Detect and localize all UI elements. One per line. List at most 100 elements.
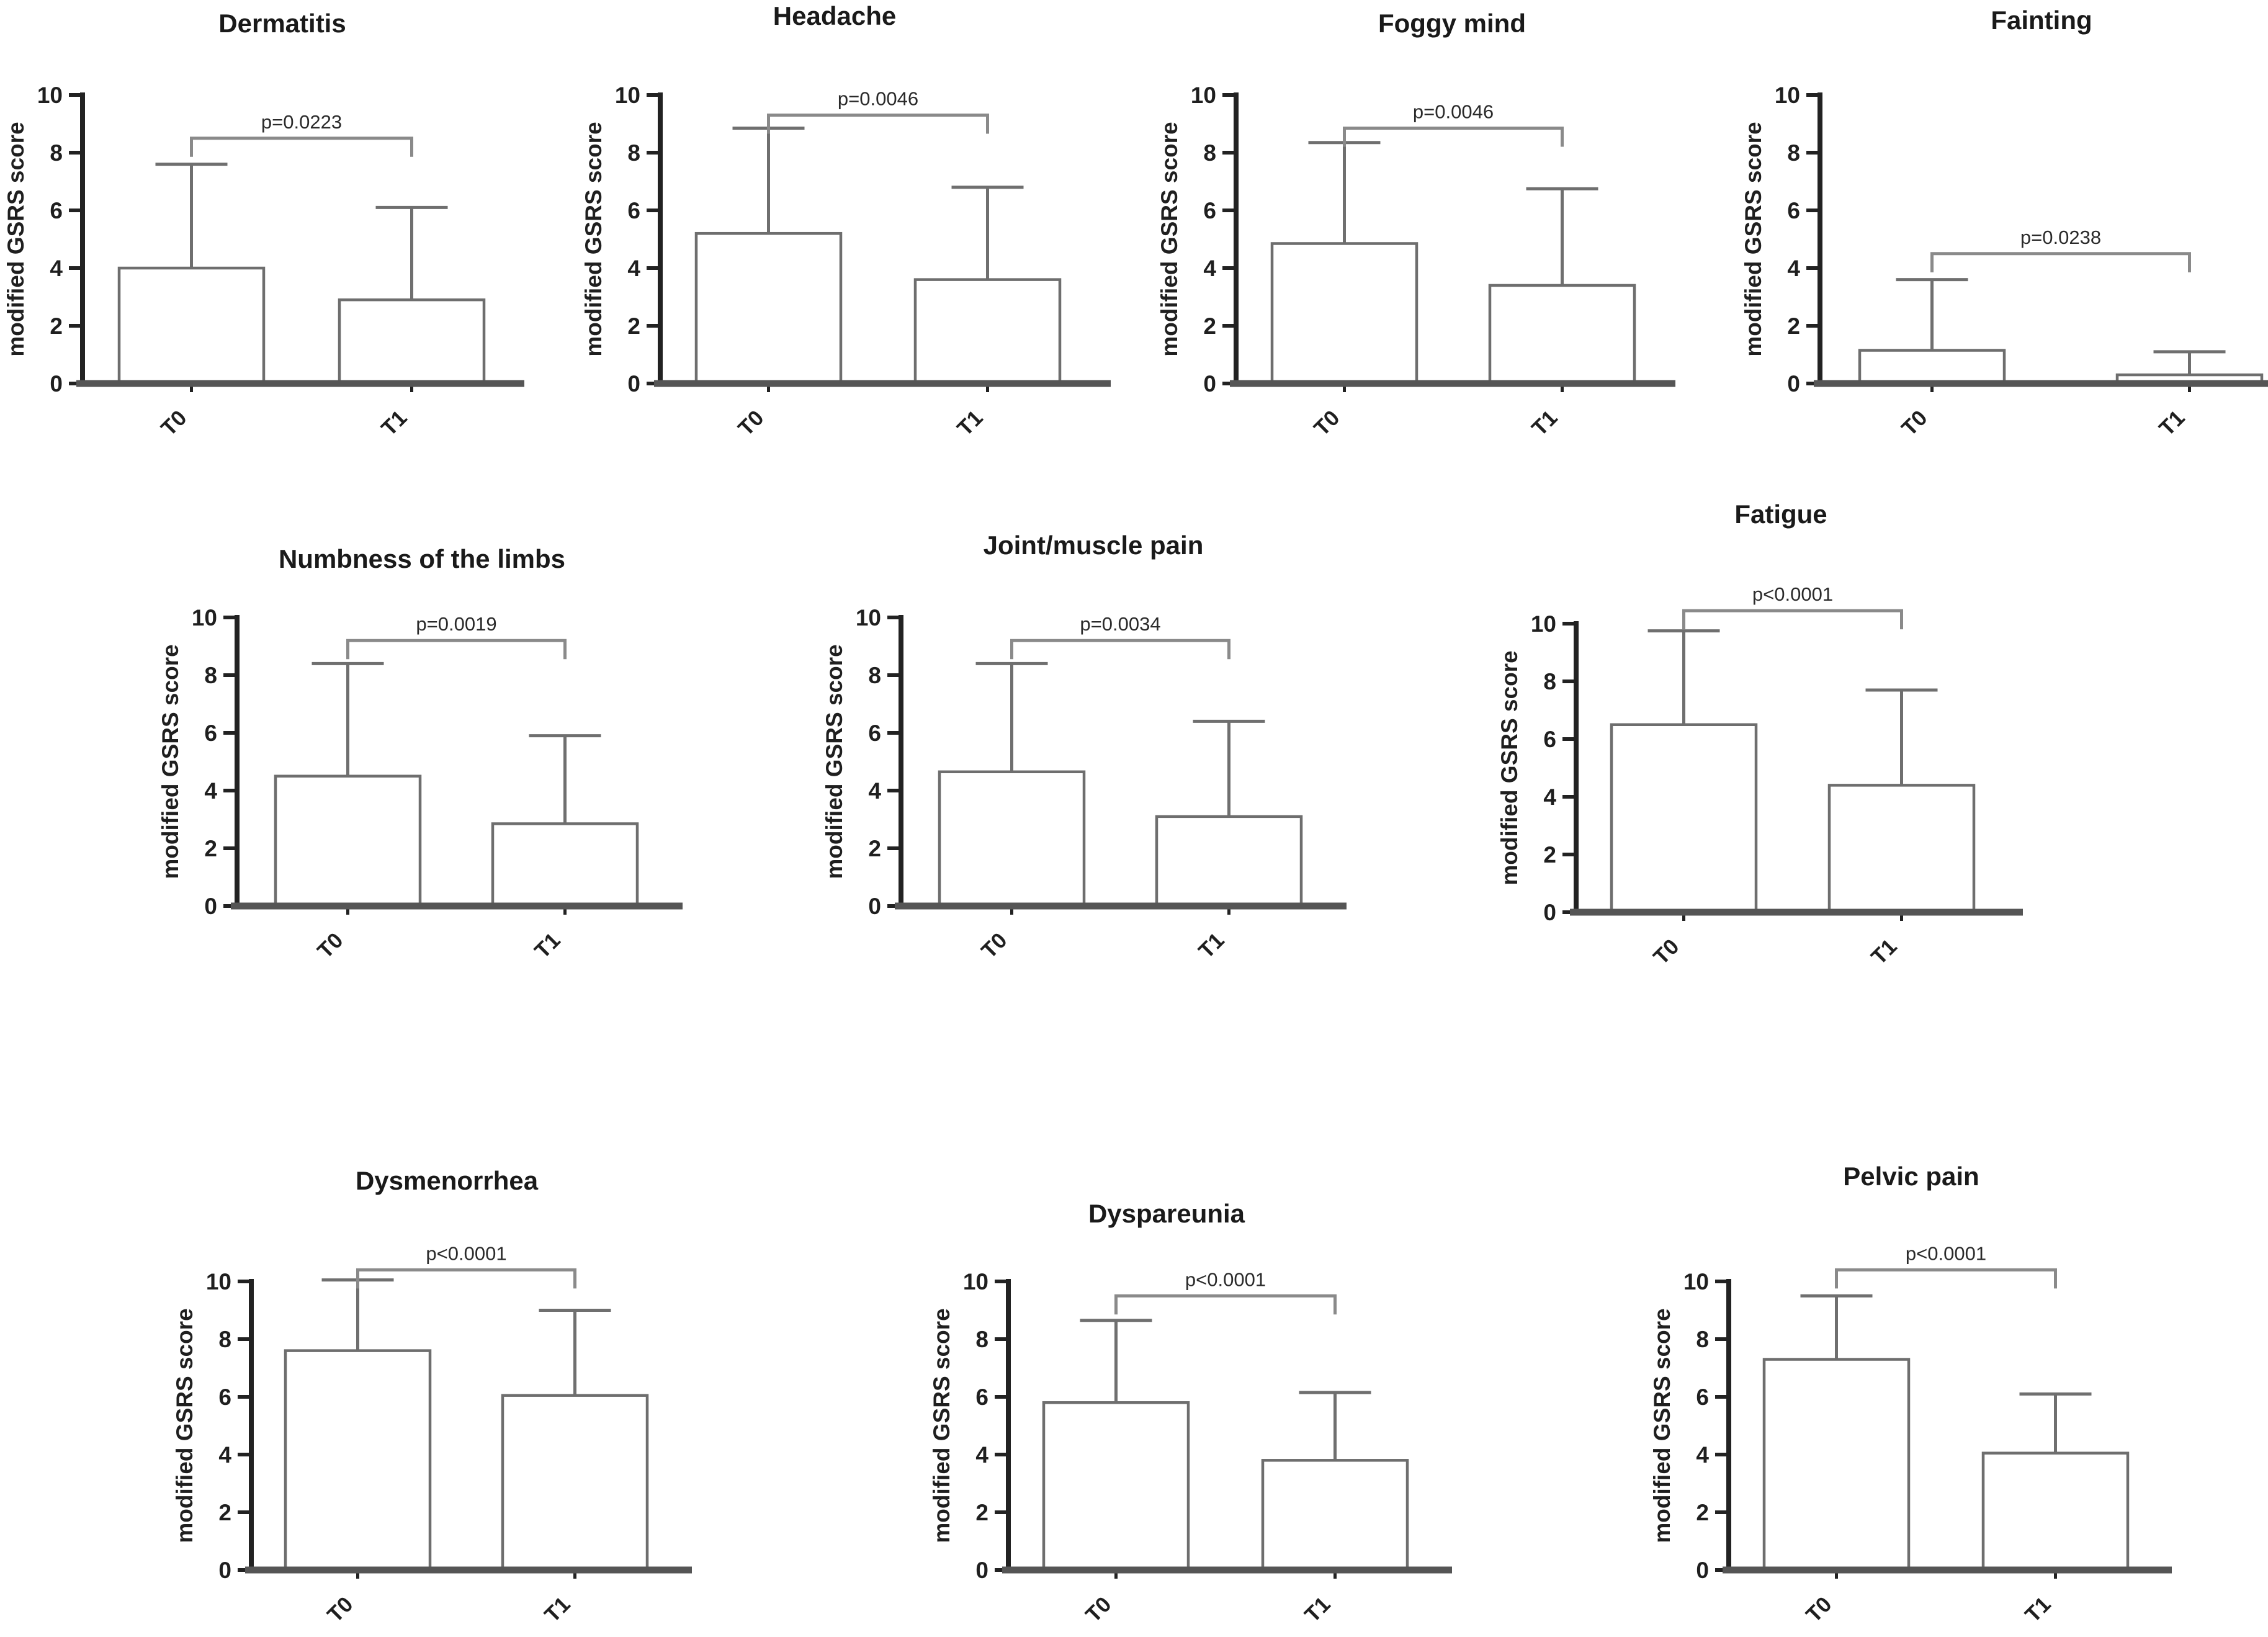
x-category-label: T1 — [1867, 935, 1901, 969]
p-value-label: p=0.0223 — [261, 111, 342, 133]
significance-bracket — [1343, 126, 1564, 147]
x-category-label: T1 — [1194, 928, 1229, 963]
bar-T0 — [694, 231, 843, 385]
y-tick-label: 0 — [204, 894, 217, 919]
bar-T1 — [1488, 284, 1636, 385]
significance-bracket — [1930, 252, 2191, 272]
y-tick-label: 6 — [627, 198, 640, 223]
y-tick-label: 10 — [206, 1269, 231, 1294]
y-axis-title: modified GSRS score — [581, 122, 606, 356]
y-tick-label: 4 — [1543, 784, 1556, 810]
y-tick-label: 2 — [1543, 842, 1556, 868]
chart-title: Foggy mind — [1378, 9, 1526, 38]
y-tick-label: 8 — [50, 140, 63, 166]
bar-T1 — [1261, 1459, 1409, 1572]
x-category-label: T1 — [952, 406, 987, 441]
significance-bracket — [1835, 1268, 2057, 1289]
x-category-label: T1 — [377, 406, 411, 441]
y-tick-label: 10 — [1775, 83, 1800, 108]
y-tick-label: 6 — [218, 1384, 231, 1410]
bar-T1 — [1981, 1451, 2130, 1572]
significance-bracket — [767, 114, 989, 134]
x-category-label: T0 — [733, 406, 768, 441]
bar-T0 — [1270, 242, 1419, 385]
x-category-label: T0 — [1309, 406, 1344, 441]
y-tick-label: 0 — [1203, 371, 1216, 397]
y-tick-label: 2 — [1787, 313, 1800, 339]
y-tick-label: 0 — [1696, 1558, 1709, 1583]
y-tick-label: 10 — [192, 605, 217, 630]
p-value-label: p<0.0001 — [1185, 1268, 1266, 1290]
y-tick-label: 8 — [1787, 140, 1800, 166]
y-tick-label: 2 — [627, 313, 640, 339]
y-axis-title: modified GSRS score — [1157, 122, 1182, 356]
y-tick-label: 8 — [868, 663, 881, 688]
p-value-label: p=0.0046 — [838, 88, 918, 110]
y-tick-label: 8 — [218, 1327, 231, 1352]
bar-T1 — [338, 298, 486, 385]
y-axis-title: modified GSRS score — [822, 644, 847, 879]
y-tick-label: 0 — [1543, 900, 1556, 925]
chart-pelvic-pain: Pelvic pain modified GSRS score 0 2 4 6 8 10 T0 T… — [1649, 1162, 2172, 1627]
y-tick-label: 6 — [1543, 727, 1556, 752]
y-tick-label: 8 — [627, 140, 640, 166]
chart-title: Dysmenorrhea — [356, 1166, 539, 1195]
bar-T0 — [1042, 1401, 1190, 1572]
y-tick-label: 10 — [963, 1269, 988, 1294]
y-tick-label: 10 — [1531, 611, 1556, 637]
y-tick-label: 6 — [1696, 1384, 1709, 1410]
p-value-label: p=0.0046 — [1413, 101, 1494, 122]
y-tick-label: 6 — [868, 720, 881, 746]
bar-T1 — [1827, 784, 1976, 914]
y-tick-label: 2 — [1203, 313, 1216, 339]
y-tick-label: 4 — [1787, 256, 1800, 281]
y-axis-title: modified GSRS score — [929, 1308, 954, 1543]
y-tick-label: 8 — [1696, 1327, 1709, 1352]
x-category-label: T1 — [530, 928, 565, 963]
y-tick-label: 0 — [975, 1558, 988, 1583]
y-axis-title: modified GSRS score — [172, 1308, 197, 1543]
y-tick-label: 8 — [204, 663, 217, 688]
x-category-label: T1 — [2154, 406, 2189, 441]
x-category-label: T0 — [313, 928, 347, 963]
x-category-label: T0 — [1081, 1592, 1116, 1627]
y-tick-label: 0 — [218, 1558, 231, 1583]
y-tick-label: 4 — [50, 256, 63, 281]
y-tick-label: 0 — [50, 371, 63, 397]
x-category-label: T0 — [156, 406, 191, 441]
chart-title: Dermatitis — [218, 9, 346, 38]
x-category-label: T0 — [1897, 406, 1932, 441]
p-value-label: p=0.0034 — [1080, 613, 1160, 635]
bar-T1 — [1155, 815, 1303, 908]
chart-title: Fainting — [1991, 6, 2092, 35]
y-tick-label: 0 — [627, 371, 640, 397]
p-value-label: p=0.0019 — [416, 613, 496, 635]
y-tick-label: 10 — [615, 83, 640, 108]
chart-title: Pelvic pain — [1843, 1162, 1979, 1191]
chart-fainting: Fainting modified GSRS score 0 2 4 6 8 10 T0 T1 p=… — [1741, 6, 2268, 441]
y-axis-title: modified GSRS score — [158, 644, 183, 879]
y-tick-label: 2 — [975, 1500, 988, 1525]
y-tick-label: 2 — [204, 836, 217, 861]
x-category-label: T1 — [1527, 406, 1562, 441]
x-category-label: T0 — [977, 928, 1011, 963]
chart-title: Joint/muscle pain — [984, 531, 1204, 560]
y-tick-label: 6 — [1203, 198, 1216, 223]
x-category-label: T1 — [1300, 1592, 1335, 1627]
bar-T0 — [1762, 1358, 1911, 1572]
significance-bracket — [1010, 639, 1230, 660]
y-tick-label: 4 — [204, 778, 217, 804]
x-category-label: T1 — [2020, 1592, 2055, 1627]
y-tick-label: 0 — [1787, 371, 1800, 397]
y-tick-label: 4 — [1203, 256, 1216, 281]
y-tick-label: 8 — [975, 1327, 988, 1352]
chart-dyspareunia: Dyspareunia modified GSRS score 0 2 4 6 8 10 T0 T… — [929, 1199, 1452, 1627]
y-axis-title: modified GSRS score — [1497, 650, 1522, 885]
bar-T0 — [284, 1349, 432, 1572]
y-tick-label: 10 — [37, 83, 63, 108]
significance-bracket — [346, 639, 567, 660]
y-tick-label: 8 — [1203, 140, 1216, 166]
y-axis-title: modified GSRS score — [3, 122, 29, 356]
